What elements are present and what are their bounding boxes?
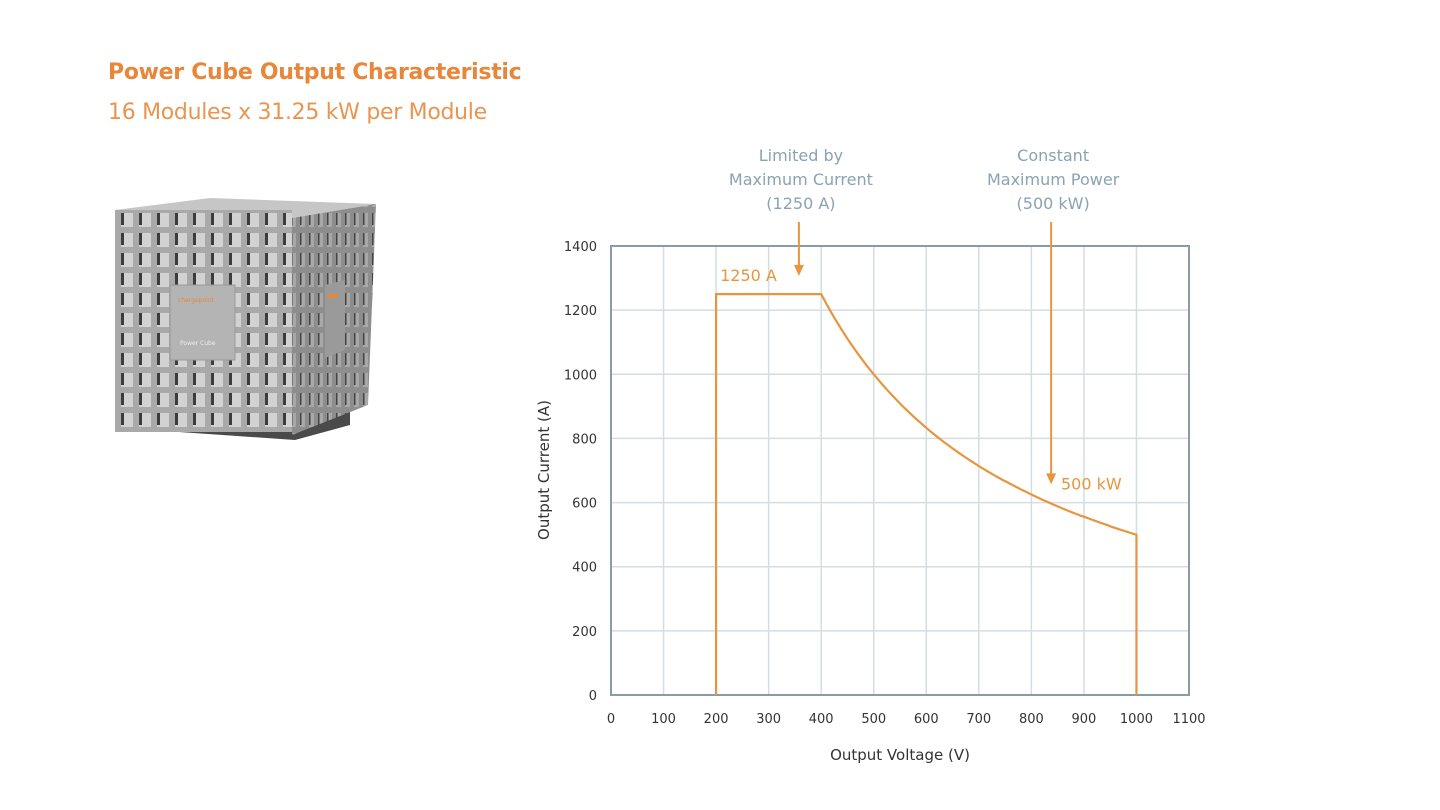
x-tick-label: 400 bbox=[809, 712, 834, 727]
arrow-head-icon bbox=[1046, 473, 1057, 485]
page-title: Power Cube Output Characteristic bbox=[108, 60, 522, 85]
cube-logo: chargepoint bbox=[178, 297, 215, 304]
plot-frame bbox=[610, 245, 1190, 696]
y-tick-label: 800 bbox=[572, 432, 597, 447]
power-cube-image: chargepoint Power Cube bbox=[115, 198, 376, 440]
x-tick-label: 100 bbox=[651, 712, 676, 727]
x-tick-label: 500 bbox=[861, 712, 886, 727]
point-label: 1250 A bbox=[720, 266, 777, 285]
x-axis-label: Output Voltage (V) bbox=[830, 746, 970, 764]
page-subtitle: 16 Modules x 31.25 kW per Module bbox=[108, 100, 487, 125]
annotation-text: (1250 A) bbox=[766, 194, 835, 213]
y-tick-label: 0 bbox=[589, 689, 597, 704]
y-tick-label: 600 bbox=[572, 497, 597, 512]
x-tick-label: 300 bbox=[756, 712, 781, 727]
x-tick-label: 700 bbox=[966, 712, 991, 727]
annotation-text: Maximum Current bbox=[729, 170, 873, 189]
y-tick-label: 1000 bbox=[564, 368, 597, 383]
cube-top bbox=[115, 198, 376, 218]
series-line-0 bbox=[714, 293, 1138, 695]
y-tick-label: 1200 bbox=[564, 304, 597, 319]
y-tick-label: 200 bbox=[572, 625, 597, 640]
x-tick-label: 900 bbox=[1071, 712, 1096, 727]
x-tick-label: 0 bbox=[607, 712, 615, 727]
y-tick-label: 400 bbox=[572, 561, 597, 576]
y-axis-label: Output Current (A) bbox=[535, 400, 553, 540]
annotation-text: Maximum Power bbox=[987, 170, 1120, 189]
x-tick-label: 600 bbox=[914, 712, 939, 727]
x-tick-label: 1000 bbox=[1120, 712, 1153, 727]
cube-label: Power Cube bbox=[180, 340, 216, 347]
x-tick-label: 1100 bbox=[1172, 712, 1205, 727]
arrow-head-icon bbox=[793, 264, 804, 276]
annotation-text: Limited by bbox=[759, 146, 843, 165]
point-label: 500 kW bbox=[1061, 474, 1122, 493]
x-tick-label: 200 bbox=[704, 712, 729, 727]
x-tick-label: 800 bbox=[1019, 712, 1044, 727]
annotation-text: Constant bbox=[1017, 146, 1089, 165]
y-tick-label: 1400 bbox=[564, 240, 597, 255]
annotation-text: (500 kW) bbox=[1017, 194, 1090, 213]
